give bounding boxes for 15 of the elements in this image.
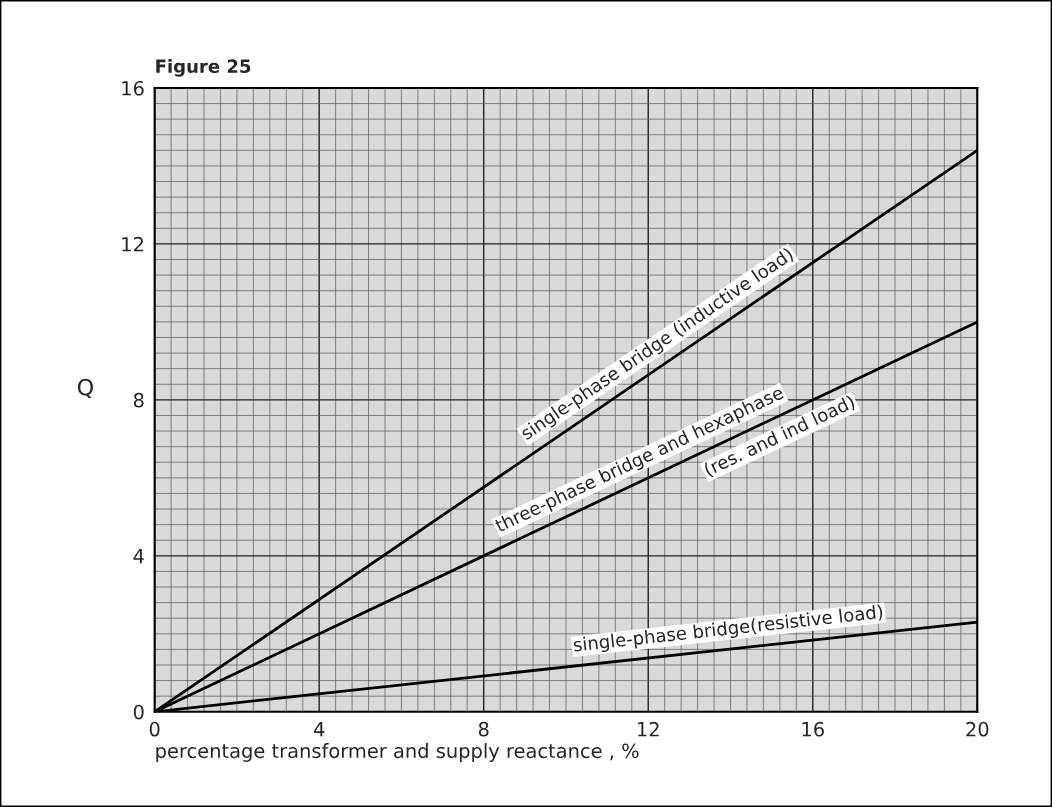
- x-tick-label: 20: [966, 721, 989, 737]
- y-tick-label: 8: [133, 392, 144, 408]
- y-tick-label: 12: [122, 236, 143, 252]
- y-tick-label: 0: [133, 704, 144, 720]
- x-tick-label: 8: [478, 721, 489, 737]
- x-tick-label: 4: [313, 722, 325, 737]
- x-axis-title: percentage transformer and supply reactance , %: [156, 743, 639, 762]
- y-tick-label: 16: [122, 80, 144, 96]
- x-tick-label: 12: [638, 721, 659, 737]
- x-tick-label: 16: [802, 721, 824, 737]
- chart-title: Figure 25: [156, 59, 251, 77]
- x-tick-label: 0: [149, 721, 160, 737]
- annotation: single-phase bridge(resistive load): [573, 604, 884, 656]
- y-tick-label: 4: [133, 549, 144, 564]
- y-axis-title: Q: [77, 378, 93, 399]
